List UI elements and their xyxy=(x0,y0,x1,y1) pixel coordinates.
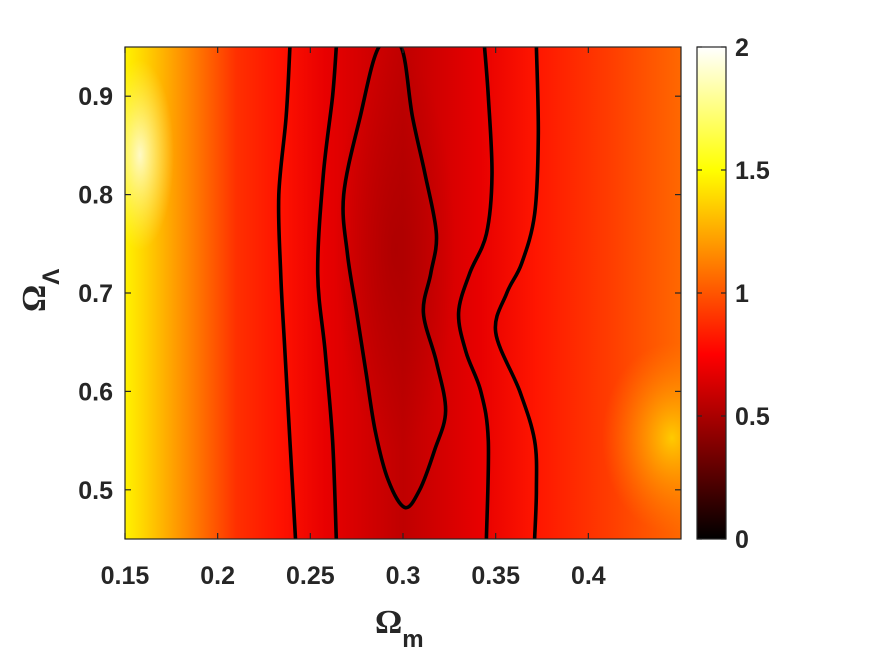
x-tick-label: 0.4 xyxy=(571,562,606,590)
heatmap-high-region-right xyxy=(602,343,681,533)
colorbar-tick-label: 1 xyxy=(735,280,749,308)
x-axis-label-symbol: Ω xyxy=(375,604,402,641)
x-axis-label: Ωm xyxy=(375,604,424,653)
y-tick-label: 0.8 xyxy=(78,182,113,210)
y-axis-label: ΩΛ xyxy=(16,269,65,312)
heatmap-minimum-region xyxy=(335,50,455,450)
x-tick-label: 0.3 xyxy=(386,562,421,590)
heatmap-area xyxy=(125,47,681,539)
contour-line-inner-right xyxy=(456,47,494,539)
colorbar: 0 0.5 1 1.5 2 xyxy=(696,34,770,554)
heatmap-high-region-left xyxy=(125,60,174,250)
colorbar-tick-label: 2 xyxy=(735,34,749,62)
x-tick-label: 0.15 xyxy=(101,562,150,590)
y-axis-label-symbol: Ω xyxy=(16,285,53,312)
x-tick-label: 0.25 xyxy=(286,562,335,590)
contour-lines xyxy=(276,47,541,539)
contour-line-closed-inner xyxy=(341,47,448,510)
contour-line-outer-right xyxy=(493,47,541,539)
colorbar-tick-label: 0.5 xyxy=(735,403,770,431)
y-tick-label: 0.5 xyxy=(78,477,113,505)
colorbar-ticks: 0 0.5 1 1.5 2 xyxy=(697,34,770,554)
y-axis: 0.5 0.6 0.7 0.8 0.9 xyxy=(78,83,681,505)
x-axis: 0.15 0.2 0.25 0.3 0.35 0.4 xyxy=(101,47,606,590)
x-tick-label: 0.2 xyxy=(200,562,235,590)
y-axis-label-subscript: Λ xyxy=(38,269,65,285)
contour-line-inner-left xyxy=(315,47,339,539)
x-axis-label-subscript: m xyxy=(402,626,423,653)
colorbar-tick-label: 0 xyxy=(735,526,749,554)
x-tick-label: 0.35 xyxy=(471,562,520,590)
colorbar-tick-label: 1.5 xyxy=(735,157,770,185)
contour-line-outer-left xyxy=(276,47,298,539)
y-tick-label: 0.6 xyxy=(78,378,113,406)
y-tick-label: 0.7 xyxy=(78,280,113,308)
y-tick-label: 0.9 xyxy=(78,83,113,111)
